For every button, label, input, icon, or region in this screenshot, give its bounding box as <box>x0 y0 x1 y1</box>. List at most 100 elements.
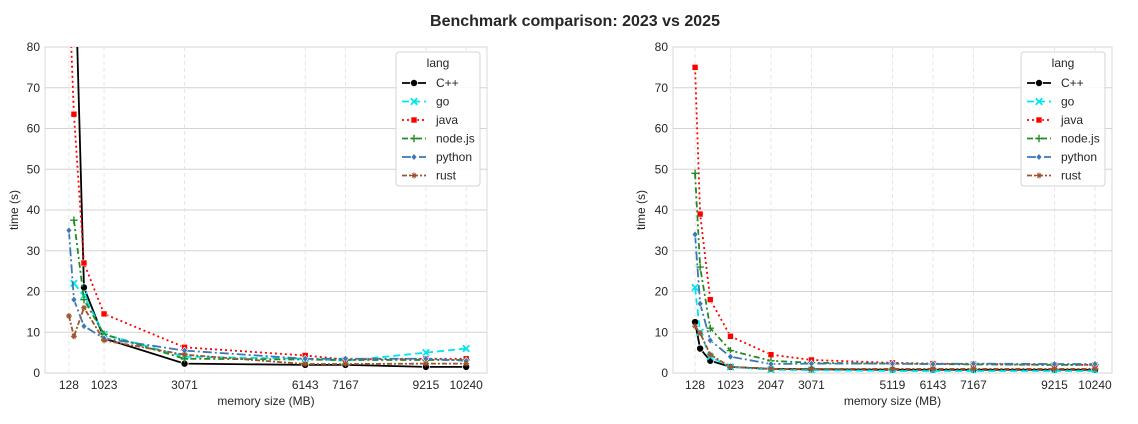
data-point <box>302 361 309 368</box>
legend-label: node.js <box>436 132 475 146</box>
legend-label: C++ <box>1061 76 1084 90</box>
data-point <box>767 351 775 358</box>
legend-label: python <box>436 150 472 164</box>
legend-label: java <box>1060 113 1083 127</box>
legend-item: C++ <box>402 76 459 90</box>
x-tick-label: 10240 <box>449 378 483 392</box>
x-tick-label: 6143 <box>292 378 319 392</box>
x-tick-label: 5119 <box>880 378 906 392</box>
data-point <box>101 337 108 344</box>
x-tick-label: 2047 <box>758 378 785 392</box>
legend-marker <box>411 172 417 179</box>
series-line <box>694 287 1095 372</box>
data-point <box>65 226 73 235</box>
subplot-1: 0 10 20 30 40 50 60 70 80 128 1023 3071 6143 7167 9215… <box>7 40 488 408</box>
series-line <box>73 282 467 362</box>
x-tick-label: 9215 <box>413 378 440 392</box>
legend-label: python <box>1061 150 1097 164</box>
legend-label: rust <box>1061 169 1082 183</box>
legend-title: lang <box>1052 56 1075 70</box>
y-tick-label: 40 <box>27 203 41 217</box>
legend-item: python <box>402 150 472 164</box>
x-tick-label: 7167 <box>332 378 359 392</box>
data-point <box>707 351 714 358</box>
y-tick-label: 30 <box>27 244 41 258</box>
data-point <box>70 333 77 340</box>
legend-title: lang <box>427 56 450 70</box>
y-tick-label: 60 <box>655 122 669 136</box>
series-layer <box>65 47 471 371</box>
x-tick-label: 128 <box>685 378 705 392</box>
legend-marker <box>1035 153 1043 161</box>
data-point <box>691 169 699 178</box>
y-tick-label: 70 <box>655 81 669 95</box>
x-tick-label: 10240 <box>1078 378 1112 392</box>
legend-item: node.js <box>402 132 475 146</box>
data-point <box>80 295 88 304</box>
figure-title: Benchmark comparison: 2023 vs 2025 <box>430 13 720 30</box>
x-tick-label: 1023 <box>91 378 118 392</box>
legend-marker <box>410 153 418 161</box>
data-point <box>929 365 936 372</box>
data-point <box>80 291 88 300</box>
data-point <box>80 322 88 331</box>
series-line <box>694 325 1095 370</box>
legend-item: C++ <box>1027 76 1084 90</box>
legend-marker <box>1035 97 1043 106</box>
y-tick-label: 50 <box>27 162 41 176</box>
legend-marker <box>1035 134 1043 143</box>
y-tick-label: 50 <box>655 162 669 176</box>
subplot-2: 0 10 20 30 40 50 60 70 80 128 1023 2047 3071 5119 6143… <box>634 40 1113 408</box>
legend-label: go <box>436 95 450 109</box>
data-point <box>889 365 896 372</box>
data-point <box>970 365 977 372</box>
series-line <box>68 305 467 365</box>
legend-item: go <box>402 95 450 109</box>
data-point <box>70 110 78 118</box>
data-point <box>80 259 88 267</box>
legend-item: python <box>1027 150 1097 164</box>
x-tick-label: 3071 <box>798 378 825 392</box>
x-axis-label: memory size (MB) <box>844 394 941 408</box>
x-tick-label: 9215 <box>1041 378 1068 392</box>
series-line <box>73 220 467 361</box>
y-tick-label: 10 <box>27 325 41 339</box>
data-point <box>696 263 704 271</box>
y-tick-label: 40 <box>655 203 669 217</box>
y-tick-label: 0 <box>661 366 668 380</box>
data-point <box>1091 365 1098 372</box>
legend-marker <box>410 134 418 143</box>
legend-item: rust <box>402 169 457 183</box>
y-tick-label: 30 <box>655 244 669 258</box>
data-point <box>65 312 72 319</box>
legend-marker <box>1036 172 1042 179</box>
legend-label: rust <box>436 169 457 183</box>
series-rust <box>65 304 470 368</box>
data-point <box>696 299 704 308</box>
y-tick-label: 10 <box>655 325 669 339</box>
y-tick-label: 0 <box>33 366 40 380</box>
data-point <box>422 348 430 357</box>
data-point <box>727 363 734 370</box>
y-axis-label: time (s) <box>7 190 21 230</box>
legend-label: go <box>1061 95 1075 109</box>
series-rust <box>692 323 1098 372</box>
legend-marker <box>410 116 418 124</box>
legend-item: go <box>1027 95 1075 109</box>
legend-label: C++ <box>436 76 459 90</box>
y-axis-label: time (s) <box>634 190 648 230</box>
data-point <box>1051 365 1058 372</box>
legend-marker <box>409 79 418 88</box>
x-tick-label: 128 <box>59 378 79 392</box>
data-point <box>727 352 734 361</box>
data-point <box>70 216 78 224</box>
legend-marker <box>1035 116 1043 124</box>
legend: lang C++ go java node.js python rust <box>1020 51 1106 187</box>
y-tick-label: 70 <box>27 81 41 95</box>
data-point <box>462 344 471 353</box>
x-tick-label: 6143 <box>920 378 947 392</box>
legend-item: java <box>1027 113 1083 127</box>
legend-item: java <box>402 113 458 127</box>
